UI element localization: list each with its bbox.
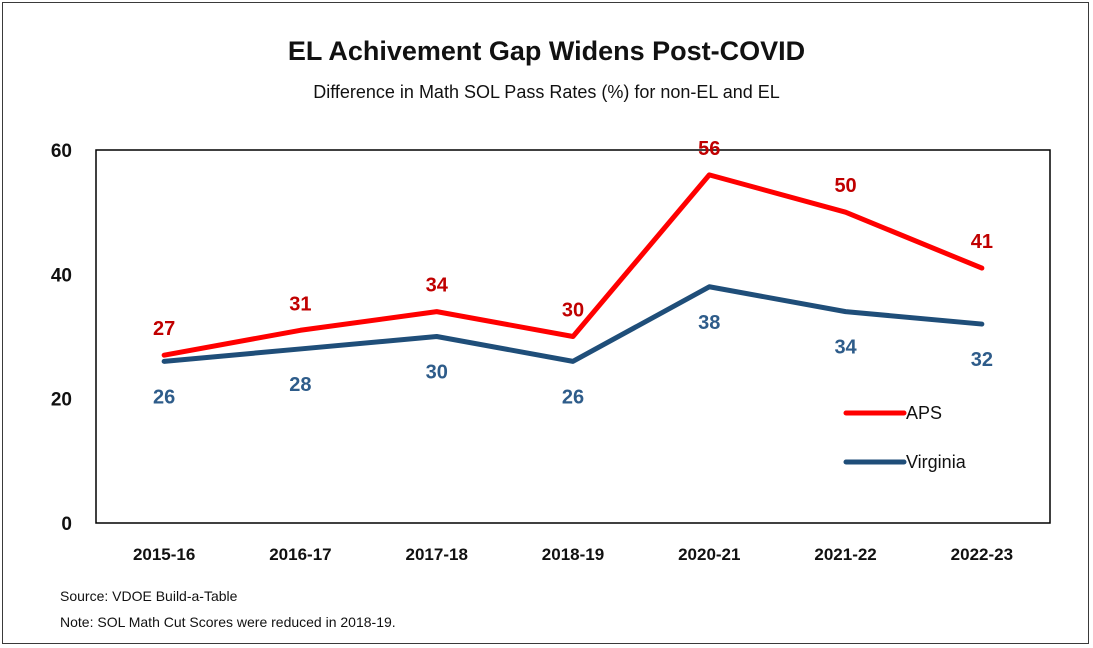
- x-tick-label: 2020-21: [678, 545, 740, 564]
- data-label-aps: 56: [698, 138, 720, 160]
- data-label-aps: 31: [289, 293, 311, 315]
- y-tick-label: 40: [51, 265, 72, 286]
- data-label-virginia: 38: [698, 312, 720, 334]
- y-tick-label: 60: [51, 141, 72, 162]
- legend-label-virginia: Virginia: [906, 452, 967, 472]
- data-label-virginia: 30: [426, 362, 448, 384]
- data-label-aps: 34: [426, 275, 449, 297]
- data-label-virginia: 34: [834, 337, 857, 359]
- x-tick-label: 2018-19: [542, 545, 604, 564]
- source-note: Source: VDOE Build-a-Table: [60, 588, 238, 604]
- data-label-aps: 27: [153, 318, 175, 340]
- series-line-virginia: [161, 284, 985, 364]
- data-label-aps: 30: [562, 300, 584, 322]
- x-tick-label: 2016-17: [269, 545, 331, 564]
- series-lines: [161, 172, 985, 364]
- x-tick-label: 2015-16: [133, 545, 195, 564]
- data-labels: 27 31 34 30 56 50 41 26 28 30 26 38 34 32: [153, 138, 993, 409]
- x-tick-label: 2017-18: [406, 545, 468, 564]
- data-label-virginia: 32: [971, 349, 993, 371]
- y-tick-label: 0: [61, 514, 72, 535]
- y-axis-ticks: 0 20 40 60: [51, 141, 72, 535]
- chart-title: EL Achivement Gap Widens Post-COVID: [287, 36, 806, 66]
- y-tick-label: 20: [51, 390, 72, 411]
- x-tick-label: 2022-23: [951, 545, 1013, 564]
- data-label-virginia: 26: [562, 386, 584, 408]
- x-tick-label: 2021-22: [814, 545, 876, 564]
- data-label-aps: 41: [971, 231, 993, 253]
- legend-label-aps: APS: [906, 403, 942, 423]
- footnote: Note: SOL Math Cut Scores were reduced i…: [60, 614, 396, 630]
- data-label-virginia: 26: [153, 386, 175, 408]
- legend: APS Virginia: [843, 403, 967, 472]
- data-label-virginia: 28: [289, 374, 311, 396]
- series-line-aps: [161, 172, 985, 358]
- chart-subtitle: Difference in Math SOL Pass Rates (%) fo…: [313, 82, 780, 102]
- data-label-aps: 50: [834, 175, 856, 197]
- x-axis-ticks: 2015-16 2016-17 2017-18 2018-19 2020-21 2021-…: [133, 545, 1013, 564]
